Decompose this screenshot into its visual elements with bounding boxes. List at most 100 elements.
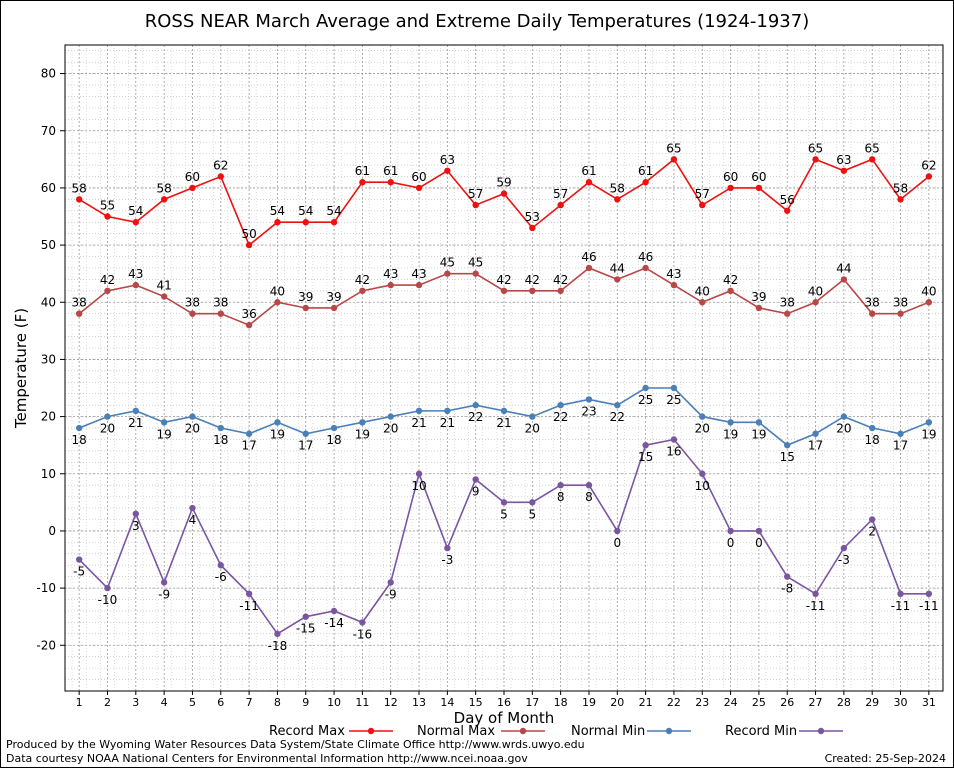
data-point [784, 310, 791, 317]
data-label: 21 [440, 416, 455, 430]
data-label: 20 [383, 422, 398, 436]
data-label: 23 [581, 404, 596, 418]
data-label: 17 [298, 439, 313, 453]
data-point [387, 281, 394, 289]
x-tick-label: 24 [724, 696, 738, 709]
data-point [302, 304, 309, 312]
data-point [104, 584, 111, 592]
data-label: 43 [411, 267, 426, 281]
y-tick-label: 30 [41, 352, 56, 366]
data-point [104, 213, 111, 220]
data-point [529, 224, 536, 232]
x-tick-label: 15 [469, 696, 483, 709]
data-label: 10 [695, 479, 710, 493]
data-label: 45 [440, 256, 455, 270]
data-point [585, 179, 593, 186]
data-point [132, 281, 140, 289]
data-point [699, 299, 706, 306]
data-point [642, 179, 649, 186]
data-point [217, 310, 224, 317]
x-tick-label: 29 [865, 696, 879, 709]
data-label: 39 [326, 290, 341, 304]
x-tick-label: 3 [132, 696, 139, 709]
data-point [642, 384, 649, 392]
footer-created-date: Created: 25-Sep-2024 [824, 752, 946, 765]
data-point [415, 407, 423, 415]
data-point [614, 401, 621, 409]
x-tick-label: 26 [780, 696, 794, 709]
data-label: 38 [893, 296, 908, 310]
data-point [330, 607, 338, 615]
data-point [132, 510, 140, 517]
data-label: 40 [270, 284, 285, 298]
data-point [755, 419, 763, 426]
data-label: 60 [723, 170, 738, 184]
data-point [670, 384, 678, 392]
data-label: -3 [441, 553, 453, 567]
data-point [500, 190, 508, 197]
data-label: 50 [241, 227, 256, 241]
data-label: 58 [893, 181, 908, 195]
data-point [727, 184, 734, 192]
data-point [585, 396, 593, 403]
data-point [727, 419, 734, 426]
data-label: -11 [239, 599, 259, 613]
data-point [755, 304, 763, 312]
data-point [897, 310, 904, 317]
data-label: -11 [919, 599, 939, 613]
data-point [699, 470, 706, 477]
data-label: 40 [695, 284, 710, 298]
data-point [784, 441, 791, 449]
data-label: 40 [921, 284, 936, 298]
data-label: 3 [132, 519, 140, 533]
x-tick-label: 16 [497, 696, 511, 709]
data-point [727, 527, 734, 535]
legend-label: Record Max [269, 724, 345, 739]
legend-swatch-marker [367, 727, 375, 735]
data-label: 5 [500, 507, 508, 521]
footer-data-courtesy: Data courtesy NOAA National Centers for … [6, 752, 528, 765]
legend-label: Record Min [725, 724, 797, 739]
x-tick-label: 19 [582, 696, 596, 709]
data-point [614, 527, 621, 535]
data-label: 19 [723, 427, 738, 441]
data-label: 65 [865, 141, 880, 155]
data-label: -18 [268, 639, 288, 653]
data-label: 43 [383, 267, 398, 281]
data-label: 38 [865, 296, 880, 310]
data-label: 63 [836, 153, 851, 167]
data-label: 57 [553, 187, 568, 201]
data-point [670, 436, 678, 443]
legend-label: Normal Max [417, 724, 495, 739]
data-label: 25 [638, 393, 653, 407]
data-point [387, 413, 394, 420]
data-label: 18 [326, 433, 341, 447]
data-label: -11 [806, 599, 826, 613]
data-point [387, 579, 394, 586]
data-point [670, 156, 678, 163]
data-point [642, 264, 649, 272]
data-point [755, 184, 763, 192]
data-point [614, 196, 621, 203]
data-label: 17 [241, 439, 256, 453]
data-point [160, 293, 168, 300]
data-point [557, 287, 564, 295]
data-point [472, 270, 479, 277]
data-label: 22 [610, 410, 625, 424]
data-label: -14 [324, 616, 344, 630]
data-point [330, 424, 338, 432]
data-point [868, 310, 876, 317]
data-label: -15 [296, 622, 316, 636]
data-label: -16 [353, 627, 373, 641]
x-tick-label: 21 [639, 696, 653, 709]
x-axis-label: Day of Month [454, 709, 555, 727]
data-label: 9 [472, 484, 480, 498]
y-tick-label: 10 [41, 467, 56, 481]
data-point [444, 544, 451, 552]
data-label: -5 [73, 565, 85, 579]
data-point [444, 167, 451, 174]
data-label: 19 [270, 427, 285, 441]
data-point [75, 556, 83, 563]
x-tick-label: 30 [894, 696, 908, 709]
data-point [925, 173, 933, 180]
